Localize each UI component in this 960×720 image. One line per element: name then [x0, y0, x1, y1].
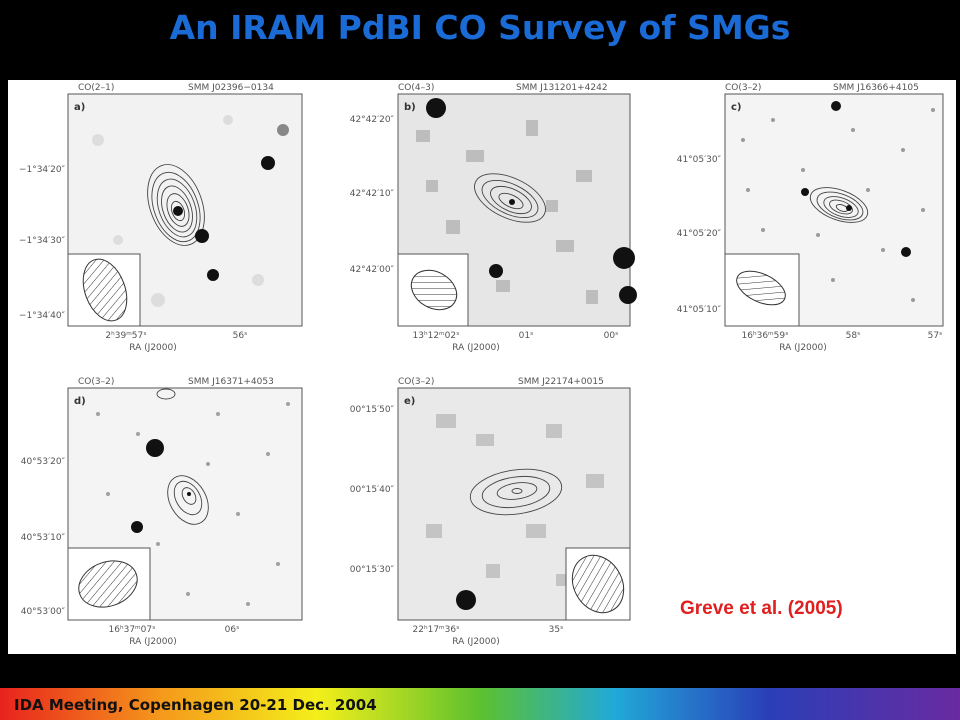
- panel-a-ytick-1: −1°34′20″: [19, 165, 66, 175]
- panel-d-ytick-1: 40°53′20″: [21, 457, 66, 467]
- panel-b-source: SMM J131201+4242: [516, 83, 608, 93]
- panel-d-line: CO(3–2): [78, 377, 114, 387]
- panel-b-xlabel: RA (J2000): [452, 343, 500, 353]
- panel-e-source: SMM J22174+0015: [518, 377, 604, 387]
- panel-d-xtick-1: 16ʰ37ᵐ07ˢ: [109, 625, 156, 635]
- panel-d: CO(3–2) SMM J16371+4053 d): [8, 374, 308, 654]
- panel-e-xlabel: RA (J2000): [452, 637, 500, 647]
- panel-a-xtick-1: 2ʰ39ᵐ57ˢ: [105, 331, 146, 341]
- panel-b-ytick-2: 42°42′10″: [350, 189, 395, 199]
- panel-a-xlabel: RA (J2000): [129, 343, 177, 353]
- panel-e-line: CO(3–2): [398, 377, 434, 387]
- panel-c-ytick-3: 41°05′10″: [677, 305, 722, 315]
- panel-d-ytick-2: 40°53′10″: [21, 533, 66, 543]
- panel-d-source: SMM J16371+4053: [188, 377, 274, 387]
- panel-e: CO(3–2) SMM J22174+0015 e): [326, 374, 646, 654]
- panel-e-xtick-1: 22ʰ17ᵐ36ˢ: [413, 625, 460, 635]
- panel-a-letter: a): [74, 102, 85, 113]
- panel-e-xtick-2: 35ˢ: [549, 625, 564, 635]
- panel-c-line: CO(3–2): [725, 83, 761, 93]
- panel-b-letter: b): [404, 102, 416, 113]
- panel-b-line: CO(4–3): [398, 83, 434, 93]
- panel-d-letter: d): [74, 396, 86, 407]
- figure-panel-grid: CO(2–1) SMM J02396−0134 a) −1: [8, 80, 956, 654]
- citation: Greve et al. (2005): [680, 598, 843, 619]
- panel-c-xtick-3: 57ˢ: [928, 331, 943, 341]
- panel-c: CO(3–2) SMM J16366+4105 c): [653, 80, 953, 360]
- panel-a-source: SMM J02396−0134: [188, 83, 274, 93]
- panel-d-ytick-3: 40°53′00″: [21, 607, 66, 617]
- panel-c-ytick-1: 41°05′30″: [677, 155, 722, 165]
- panel-e-letter: e): [404, 396, 415, 407]
- panel-a-line: CO(2–1): [78, 83, 114, 93]
- panel-a-ytick-2: −1°34′30″: [19, 236, 66, 246]
- panel-c-xlabel: RA (J2000): [779, 343, 827, 353]
- panel-e-ytick-2: 00°15′40″: [350, 485, 395, 495]
- footer-bar: IDA Meeting, Copenhagen 20-21 Dec. 2004: [0, 688, 960, 720]
- panel-c-xtick-2: 58ˢ: [846, 331, 861, 341]
- panel-b-xtick-3: 00ˢ: [604, 331, 619, 341]
- panel-b-ytick-3: 42°42′00″: [350, 265, 395, 275]
- panel-c-ytick-2: 41°05′20″: [677, 229, 722, 239]
- panel-d-xlabel: RA (J2000): [129, 637, 177, 647]
- panel-a-xtick-2: 56ˢ: [233, 331, 248, 341]
- panel-a: CO(2–1) SMM J02396−0134 a) −1: [8, 80, 308, 360]
- panel-a-ytick-3: −1°34′40″: [19, 311, 66, 321]
- panel-e-ytick-1: 00°15′50″: [350, 405, 395, 415]
- panel-b-ytick-1: 42°42′20″: [350, 115, 395, 125]
- footer-text: IDA Meeting, Copenhagen 20-21 Dec. 2004: [14, 696, 377, 714]
- panel-b-xtick-1: 13ʰ12ᵐ02ˢ: [413, 331, 460, 341]
- slide-title: An IRAM PdBI CO Survey of SMGs: [169, 8, 791, 47]
- panel-b: CO(4–3) SMM J131201+4242 b): [326, 80, 646, 360]
- panel-d-xtick-2: 06ˢ: [225, 625, 240, 635]
- panel-b-xtick-2: 01ˢ: [519, 331, 534, 341]
- panel-c-letter: c): [731, 102, 742, 113]
- panel-c-xtick-1: 16ʰ36ᵐ59ˢ: [742, 331, 789, 341]
- panel-e-ytick-3: 00°15′30″: [350, 565, 395, 575]
- panel-c-source: SMM J16366+4105: [833, 83, 919, 93]
